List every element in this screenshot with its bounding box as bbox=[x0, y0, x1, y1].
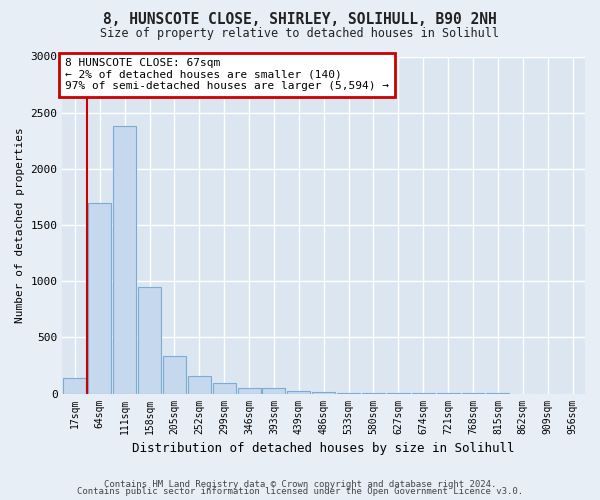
Bar bbox=[138, 287, 161, 394]
Bar bbox=[337, 392, 360, 394]
Bar bbox=[262, 388, 286, 394]
Bar bbox=[88, 202, 111, 394]
Text: 8, HUNSCOTE CLOSE, SHIRLEY, SOLIHULL, B90 2NH: 8, HUNSCOTE CLOSE, SHIRLEY, SOLIHULL, B9… bbox=[103, 12, 497, 28]
Bar bbox=[238, 388, 260, 394]
Bar bbox=[163, 356, 186, 394]
X-axis label: Distribution of detached houses by size in Solihull: Distribution of detached houses by size … bbox=[133, 442, 515, 455]
Bar bbox=[362, 393, 385, 394]
Y-axis label: Number of detached properties: Number of detached properties bbox=[15, 127, 25, 323]
Bar bbox=[213, 383, 236, 394]
Bar bbox=[188, 376, 211, 394]
Bar bbox=[64, 378, 86, 394]
Text: Contains public sector information licensed under the Open Government Licence v3: Contains public sector information licen… bbox=[77, 487, 523, 496]
Bar bbox=[113, 126, 136, 394]
Text: Contains HM Land Registry data © Crown copyright and database right 2024.: Contains HM Land Registry data © Crown c… bbox=[104, 480, 496, 489]
Bar bbox=[312, 392, 335, 394]
Text: Size of property relative to detached houses in Solihull: Size of property relative to detached ho… bbox=[101, 28, 499, 40]
Text: 8 HUNSCOTE CLOSE: 67sqm
← 2% of detached houses are smaller (140)
97% of semi-de: 8 HUNSCOTE CLOSE: 67sqm ← 2% of detached… bbox=[65, 58, 389, 92]
Bar bbox=[287, 390, 310, 394]
